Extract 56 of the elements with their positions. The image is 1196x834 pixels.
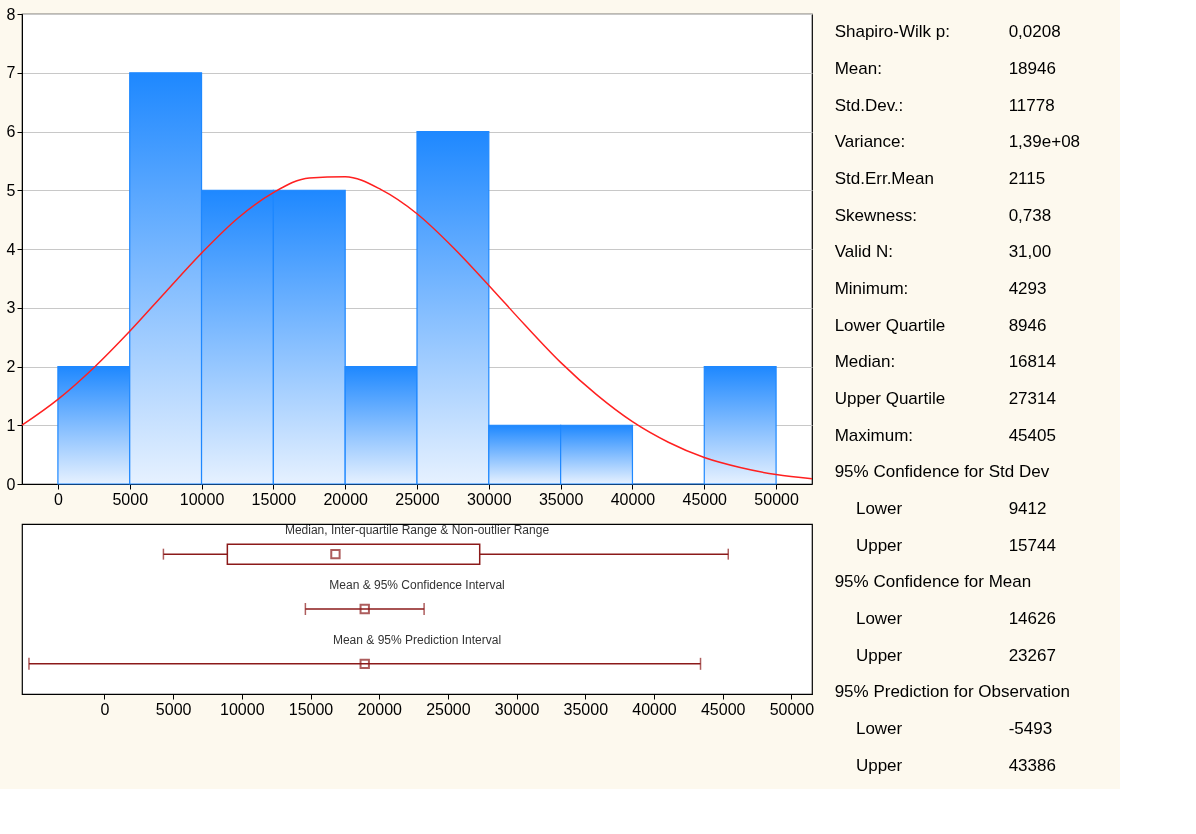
x-tick-label: 0	[53, 490, 63, 508]
x-tick-label: 20000	[357, 700, 403, 718]
y-tick-label: 8	[6, 5, 16, 23]
y-tick-label: Median, Inter-quartile Range & Non-outlier Range	[284, 523, 550, 538]
y-tick-label: 3	[6, 299, 16, 317]
y-tick-label: 7	[6, 64, 16, 82]
x-tick-label: 15000	[288, 700, 334, 718]
y-tick-label: 6	[6, 123, 16, 140]
text: Upper 43386	[855, 755, 1056, 775]
text: Lower -5493	[855, 719, 1053, 738]
text: Std.Dev.: 11778	[834, 95, 1055, 115]
x-tick-label: 25000	[395, 490, 440, 508]
x-tick-label: 45000	[682, 490, 728, 508]
text: Upper Quartile 27314	[834, 389, 1056, 408]
x-tick-label: 5000	[155, 700, 192, 718]
text: Valid N: 31,00	[834, 242, 1052, 262]
text: 95% Confidence for Std Dev	[834, 462, 1050, 482]
text: Median: 16814	[834, 352, 1056, 372]
x-tick-label: 45000	[700, 700, 746, 718]
text: Lower Quartile 8946	[834, 315, 1047, 335]
y-tick-label: 4	[6, 240, 16, 258]
y-tick-label: 1	[6, 416, 16, 434]
text: Upper 23267	[855, 645, 1056, 665]
y-tick-label: Mean & 95% Prediction Interval	[332, 632, 502, 647]
x-tick-label: 0	[100, 700, 110, 718]
x-tick-label: 35000	[563, 700, 609, 718]
text: Mean: 18946	[834, 59, 1056, 78]
x-tick-label: 10000	[179, 490, 225, 508]
x-tick-label: 15000	[251, 490, 297, 508]
y-tick-label: 0	[6, 475, 16, 493]
x-tick-label: 50000	[769, 700, 815, 718]
line-series	[22, 175, 812, 480]
text: Variance: 1,39e+08	[834, 132, 1081, 152]
text: Skewness: 0,738	[834, 205, 1052, 225]
text: Maximum: 45405	[834, 425, 1056, 445]
x-tick-label: 25000	[426, 700, 471, 718]
text: 95% Confidence for Mean	[834, 572, 1032, 592]
text: 95% Prediction for Observation	[834, 682, 1070, 702]
text: Upper 15744	[855, 535, 1056, 555]
text: Lower 9412	[855, 499, 1047, 518]
x-tick-label: 5000	[112, 490, 149, 508]
y-tick-label: 2	[6, 358, 16, 375]
x-tick-label: 10000	[220, 700, 265, 718]
x-tick-label: 40000	[632, 700, 677, 718]
x-tick-label: 35000	[538, 490, 584, 508]
x-tick-label: 20000	[323, 490, 369, 508]
text: Shapiro-Wilk p: 0,0208	[834, 22, 1061, 42]
x-tick-label: 30000	[494, 700, 540, 718]
x-tick-label: 30000	[467, 490, 512, 508]
y-tick-label: 5	[6, 181, 16, 199]
text: Minimum: 4293	[834, 279, 1047, 298]
text: Lower 14626	[855, 609, 1056, 628]
y-tick-label: Mean & 95% Confidence Interval	[329, 578, 505, 592]
x-tick-label: 40000	[610, 490, 656, 508]
text: Std.Err.Mean 2115	[834, 169, 1046, 188]
x-tick-label: 50000	[754, 490, 799, 508]
